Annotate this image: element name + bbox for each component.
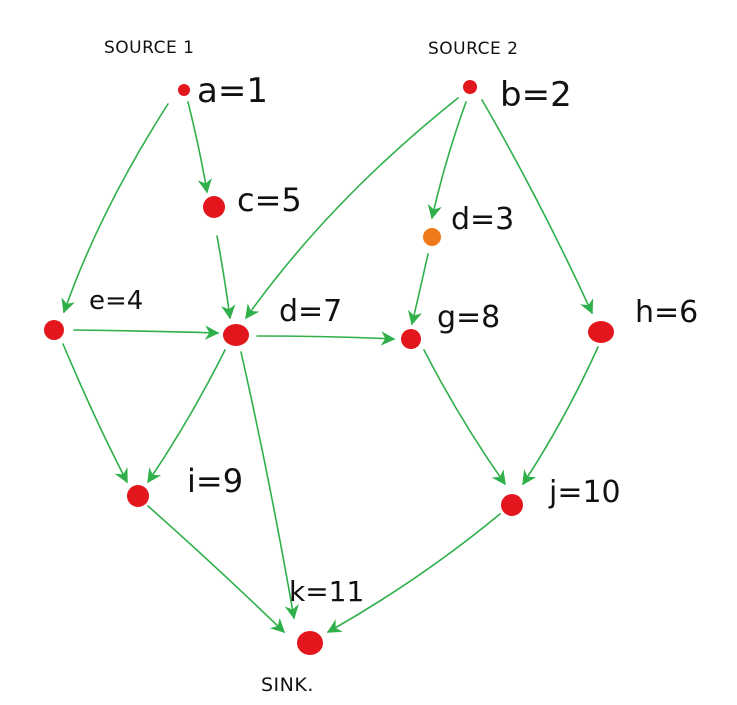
edges xyxy=(61,97,599,634)
edge-a-to-e xyxy=(61,103,169,314)
edge-b-to-dtop xyxy=(427,101,467,220)
node-a-label: a=1 xyxy=(197,71,268,111)
nodes xyxy=(44,80,614,655)
node-i-label: i=9 xyxy=(187,462,243,500)
edge-g-to-j xyxy=(423,349,506,486)
node-g-label: g=8 xyxy=(437,300,500,335)
edge-i-to-sink xyxy=(147,505,286,634)
source1-label: SOURCE 1 xyxy=(104,38,194,58)
node-d-mid xyxy=(223,324,249,346)
node-a xyxy=(178,84,190,96)
node-h xyxy=(588,321,614,343)
node-j xyxy=(501,494,523,516)
node-b xyxy=(463,80,477,94)
node-j-label: j=10 xyxy=(548,475,621,510)
edge-dmid-to-k xyxy=(240,351,299,620)
node-c-label: c=5 xyxy=(237,181,302,219)
node-d-mid-label: d=7 xyxy=(279,294,342,329)
node-h-label: h=6 xyxy=(635,295,698,330)
edge-c-to-dmid xyxy=(216,235,236,320)
node-i xyxy=(127,485,149,507)
edge-e-to-i xyxy=(62,343,128,484)
node-b-label: b=2 xyxy=(500,75,572,115)
edge-dmid-to-i xyxy=(147,349,226,484)
node-d-top-label: d=3 xyxy=(451,202,514,237)
edge-dtop-to-g xyxy=(407,253,429,326)
source2-label: SOURCE 2 xyxy=(428,39,518,59)
edge-b-to-h xyxy=(481,99,594,315)
edge-dmid-to-g xyxy=(256,331,396,346)
edge-e-to-dmid xyxy=(73,325,220,340)
sink-label: SINK. xyxy=(261,674,314,696)
node-sink xyxy=(297,631,323,655)
edge-b-to-dmid xyxy=(245,97,459,320)
edge-a-to-c xyxy=(187,101,212,194)
node-d-top xyxy=(423,228,441,246)
node-k-label: k=11 xyxy=(289,575,364,608)
edge-h-to-j xyxy=(522,346,599,486)
node-e-label: e=4 xyxy=(89,286,143,316)
edge-j-to-sink xyxy=(326,513,501,633)
labels: SOURCE 1 SOURCE 2 SINK. a=1 b=2 c=5 d=3 … xyxy=(89,38,698,696)
node-e xyxy=(44,320,64,340)
node-c xyxy=(203,196,225,218)
node-g xyxy=(401,329,421,349)
